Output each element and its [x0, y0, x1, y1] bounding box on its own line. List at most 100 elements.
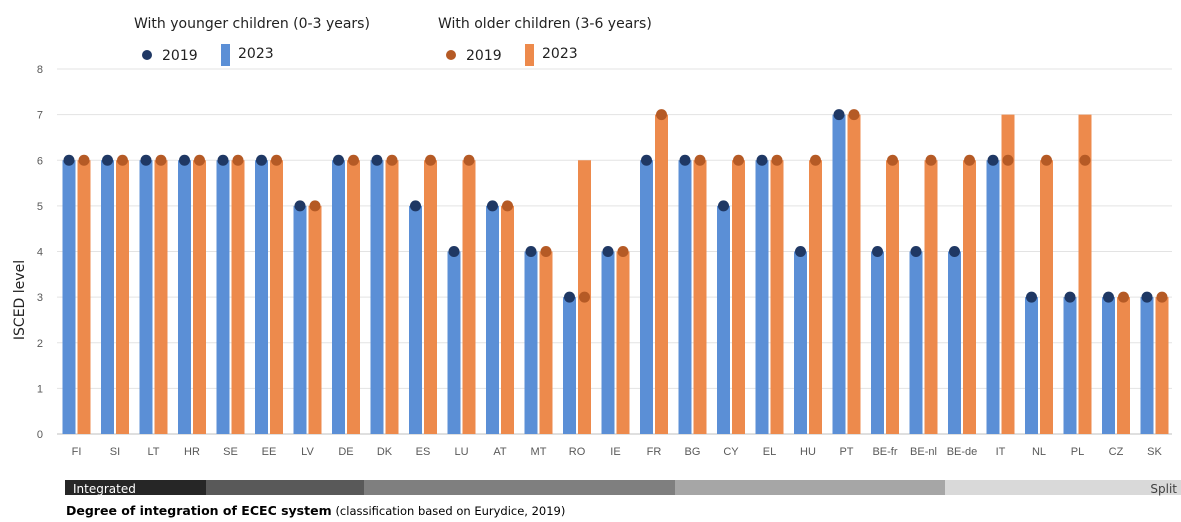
bar-younger-2023 — [909, 251, 923, 434]
dot-younger-2019 — [1064, 291, 1076, 303]
x-category-label: HR — [184, 446, 200, 458]
dot-younger-2019 — [371, 154, 383, 166]
legend-older-2023-label: 2023 — [542, 46, 578, 62]
y-tick-label: 5 — [37, 201, 43, 213]
legend-younger-2019-dot-icon — [142, 50, 152, 60]
bar-older-2023 — [347, 160, 360, 434]
integration-scale-end-label: Split — [1150, 482, 1177, 496]
y-tick-label: 4 — [37, 247, 43, 259]
dot-older-2019 — [848, 109, 860, 121]
bar-older-2023 — [77, 160, 91, 434]
dot-younger-2019 — [718, 200, 729, 212]
dot-older-2019 — [694, 154, 706, 166]
x-category-label: RO — [569, 446, 586, 458]
dot-older-2019 — [1118, 291, 1129, 303]
dot-older-2019 — [1156, 291, 1168, 303]
dot-older-2019 — [155, 154, 167, 166]
dot-older-2019 — [1002, 154, 1014, 166]
bars — [62, 114, 1169, 434]
dot-older-2019 — [232, 154, 244, 166]
dot-younger-2019 — [102, 154, 113, 166]
dot-older-2019 — [117, 154, 128, 166]
dot-older-2019 — [617, 246, 629, 257]
dot-older-2019 — [579, 291, 590, 303]
y-tick-label: 0 — [37, 429, 43, 441]
dot-younger-2019 — [256, 154, 267, 166]
x-category-label: LV — [301, 446, 314, 458]
bar-older-2023 — [116, 160, 129, 434]
dot-younger-2019 — [872, 246, 883, 257]
x-category-label: CY — [723, 446, 739, 458]
bar-older-2023 — [308, 205, 322, 434]
legend-younger-2023-bar-icon — [221, 44, 230, 66]
dot-older-2019 — [78, 154, 90, 166]
bar-younger-2023 — [832, 114, 846, 434]
dot-younger-2019 — [910, 246, 922, 257]
x-category-label: SE — [223, 446, 238, 458]
bar-younger-2023 — [563, 297, 576, 434]
bar-younger-2023 — [409, 205, 422, 434]
legend: With younger children (0-3 years) 2019 2… — [134, 16, 652, 66]
dot-older-2019 — [425, 154, 436, 166]
legend-younger-2019-label: 2019 — [162, 48, 198, 64]
dot-older-2019 — [463, 154, 475, 166]
bar-younger-2023 — [1140, 297, 1154, 434]
bar-younger-2023 — [601, 251, 615, 434]
dot-older-2019 — [540, 246, 552, 257]
bar-younger-2023 — [678, 160, 692, 434]
dots — [63, 109, 1168, 303]
y-axis-label: ISCED level — [12, 260, 28, 340]
x-category-label: FI — [72, 446, 82, 458]
bar-older-2023 — [886, 160, 899, 434]
bar-older-2023 — [1155, 297, 1169, 434]
bar-older-2023 — [963, 160, 976, 434]
caption-note: (classification based on Eurydice, 2019) — [335, 504, 566, 518]
dot-younger-2019 — [1103, 291, 1114, 303]
bar-younger-2023 — [332, 160, 345, 434]
bar-younger-2023 — [524, 251, 538, 434]
bar-younger-2023 — [101, 160, 114, 434]
dot-younger-2019 — [333, 154, 344, 166]
dot-younger-2019 — [63, 154, 75, 166]
dot-older-2019 — [887, 154, 898, 166]
bar-younger-2023 — [139, 160, 153, 434]
dot-older-2019 — [348, 154, 359, 166]
bar-younger-2023 — [447, 251, 461, 434]
dot-older-2019 — [656, 109, 667, 121]
x-category-label: FR — [647, 446, 662, 458]
dot-younger-2019 — [448, 246, 460, 257]
x-category-label: EL — [763, 446, 776, 458]
x-category-label: BE-fr — [872, 446, 897, 458]
bar-older-2023 — [770, 160, 784, 434]
dot-younger-2019 — [217, 154, 229, 166]
bar-younger-2023 — [1025, 297, 1038, 434]
dot-younger-2019 — [525, 246, 537, 257]
x-category-label: HU — [800, 446, 816, 458]
caption-title: Degree of integration of ECEC system — [66, 503, 332, 518]
caption: Degree of integration of ECEC system (cl… — [66, 503, 565, 518]
x-category-label: DK — [377, 446, 393, 458]
bar-older-2023 — [616, 251, 630, 434]
dot-younger-2019 — [641, 154, 652, 166]
bar-younger-2023 — [717, 205, 730, 434]
bar-older-2023 — [501, 205, 514, 434]
integration-scale-segment — [364, 480, 675, 495]
integration-scale-segment — [675, 480, 945, 495]
integration-scale-segment — [945, 480, 1181, 495]
y-tick-label: 2 — [37, 338, 43, 350]
bar-older-2023 — [270, 160, 283, 434]
dot-older-2019 — [194, 154, 205, 166]
dot-older-2019 — [1041, 154, 1052, 166]
x-category-label: BE-de — [947, 446, 978, 458]
legend-older-2019-label: 2019 — [466, 48, 502, 64]
x-category-label: EE — [262, 446, 277, 458]
bar-older-2023 — [732, 160, 745, 434]
bar-younger-2023 — [986, 160, 1000, 434]
y-tick-label: 3 — [37, 292, 43, 304]
dot-younger-2019 — [949, 246, 960, 257]
bar-younger-2023 — [486, 205, 499, 434]
integration-scale-segment — [206, 480, 364, 495]
integration-scale-segment — [65, 480, 206, 495]
bar-older-2023 — [809, 160, 822, 434]
